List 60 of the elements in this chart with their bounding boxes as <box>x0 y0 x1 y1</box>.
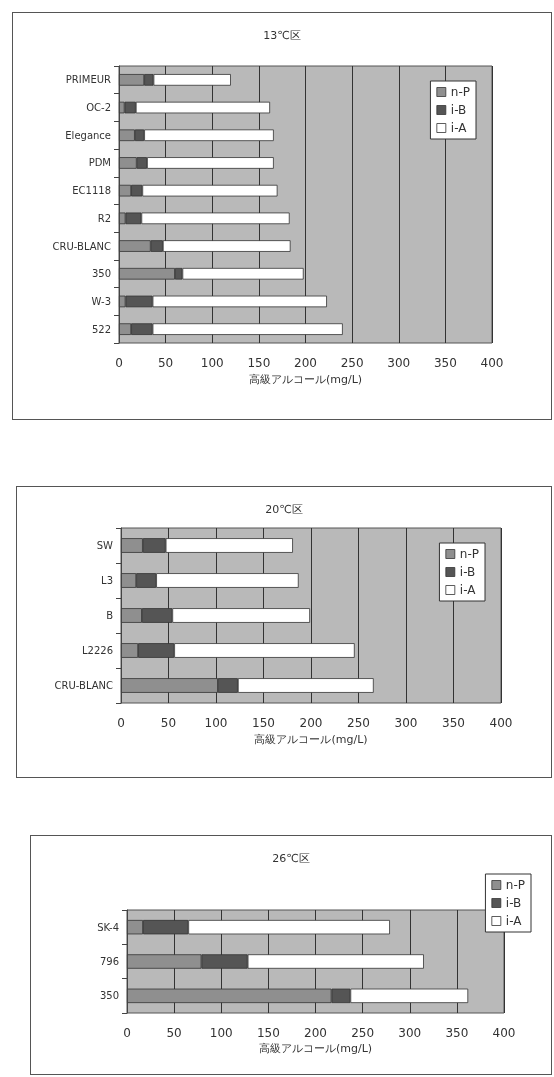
y-tick-label: 350 <box>99 990 119 1002</box>
chart-title: 13℃区 <box>263 29 301 42</box>
x-tick-label: 200 <box>304 1026 327 1040</box>
x-tick-label: 50 <box>166 1026 182 1040</box>
x-axis-title: 高級アルコール(mg/L) <box>258 1042 373 1055</box>
y-tick-label: 796 <box>99 956 119 967</box>
x-tick-label: 400 <box>480 356 504 370</box>
x-tick-label: 300 <box>387 356 411 370</box>
legend-label: i-B <box>505 896 522 910</box>
x-tick-label: 250 <box>340 356 364 370</box>
y-tick-label: Elegance <box>65 129 111 141</box>
chart-title: 26℃区 <box>272 852 310 865</box>
legend-label: i-A <box>450 121 468 135</box>
x-tick-label: 0 <box>123 1026 131 1040</box>
y-tick-label: 350 <box>91 268 111 280</box>
x-axis-title: 高級アルコール(mg/L) <box>254 732 368 746</box>
x-tick-label: 350 <box>433 356 457 370</box>
y-tick-label: EC1118 <box>72 185 111 197</box>
legend-label: i-B <box>459 565 476 579</box>
x-axis-title: 高級アルコール(mg/L) <box>248 372 363 386</box>
legend-label: n-P <box>459 547 479 561</box>
y-tick-label: CRU-BLANC <box>54 680 114 691</box>
x-tick-label: 350 <box>442 716 465 730</box>
legend-label: i-A <box>505 914 523 928</box>
x-tick-label: 150 <box>252 716 275 730</box>
x-tick-label: 250 <box>351 1026 375 1040</box>
y-tick-label: L3 <box>101 575 113 586</box>
x-tick-label: 300 <box>394 716 418 730</box>
x-tick-label: 300 <box>398 1026 422 1040</box>
x-tick-label: 150 <box>247 356 271 370</box>
x-tick-label: 0 <box>115 356 123 370</box>
x-tick-label: 50 <box>157 356 174 370</box>
x-tick-label: 100 <box>209 1026 233 1040</box>
y-tick-label: SW <box>96 540 114 551</box>
y-tick-label: 522 <box>91 323 111 335</box>
y-tick-label: PRIMEUR <box>65 74 112 86</box>
x-tick-label: 350 <box>445 1026 469 1040</box>
x-tick-label: 150 <box>256 1026 280 1040</box>
x-tick-label: 200 <box>299 716 323 730</box>
y-tick-label: R2 <box>97 212 111 224</box>
x-tick-label: 0 <box>117 716 125 730</box>
legend-label: i-A <box>459 583 477 597</box>
y-tick-label: CRU-BLANC <box>52 240 112 252</box>
y-tick-label: OC-2 <box>86 102 111 114</box>
x-tick-label: 50 <box>160 716 177 730</box>
x-tick-label: 100 <box>204 716 228 730</box>
x-tick-label: 100 <box>200 356 224 370</box>
y-tick-label: SK-4 <box>97 921 119 933</box>
legend-label: n-P <box>450 85 470 99</box>
x-tick-label: 200 <box>294 356 317 370</box>
x-tick-label: 400 <box>489 716 513 730</box>
x-tick-label: 250 <box>347 716 370 730</box>
x-tick-label: 400 <box>492 1026 516 1040</box>
y-tick-label: B <box>106 610 114 621</box>
legend-label: i-B <box>450 103 467 117</box>
y-tick-label: W-3 <box>91 295 111 307</box>
legend-label: n-P <box>505 878 525 892</box>
chart-title: 20℃区 <box>265 503 303 516</box>
y-tick-label: PDM <box>88 157 111 169</box>
y-tick-label: L2226 <box>81 645 113 656</box>
